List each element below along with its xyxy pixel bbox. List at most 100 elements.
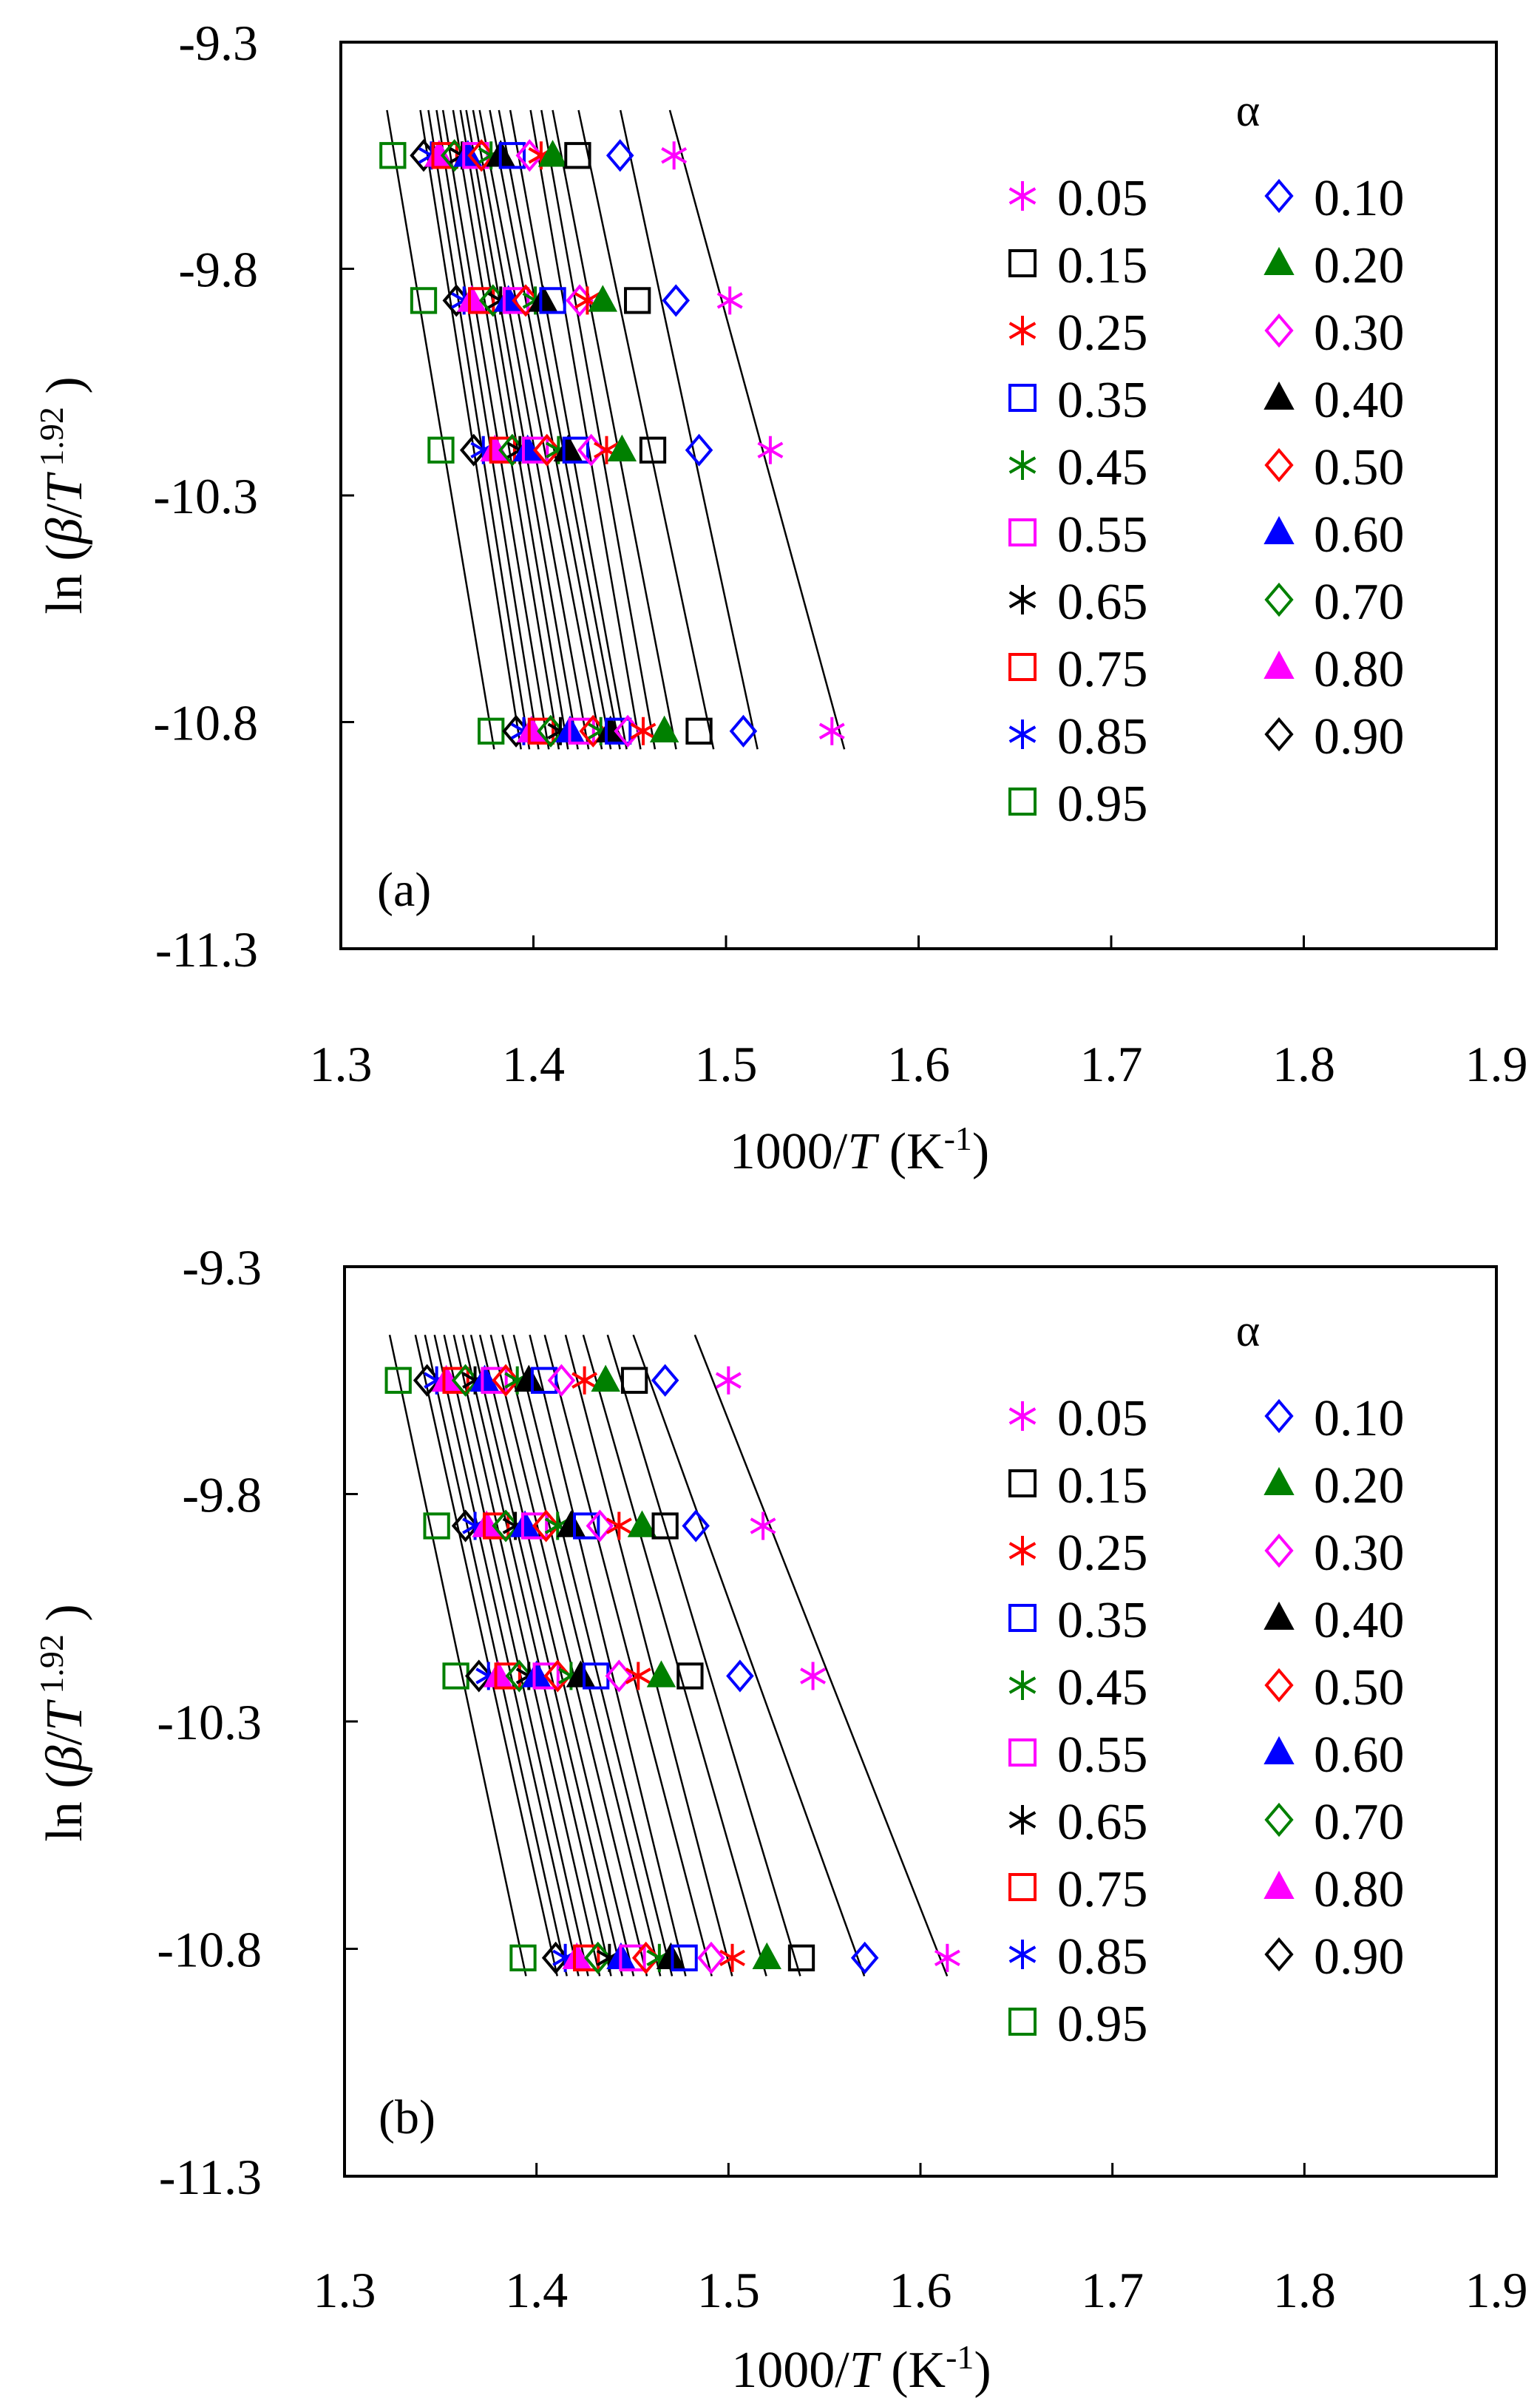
legend-label: 0.55 [1057, 1727, 1148, 1784]
data-point [649, 715, 679, 743]
data-point [512, 284, 540, 317]
legend-marker [1264, 178, 1294, 214]
legend-label: 0.95 [1057, 776, 1148, 833]
legend-marker [1264, 447, 1294, 483]
legend-marker [1263, 515, 1295, 544]
data-point [605, 1659, 634, 1693]
x-tick-label: 1.8 [1272, 1036, 1335, 1092]
data-point [509, 1944, 537, 1971]
fit-line-0.65 [459, 109, 569, 750]
x-tick-label: 1.6 [887, 1036, 950, 1092]
x-tick-label: 1.3 [310, 1036, 373, 1092]
data-point [464, 1659, 493, 1693]
legend-marker [1263, 1735, 1295, 1764]
fit-line-0.55 [472, 109, 590, 750]
legend-label: 0.65 [1057, 574, 1148, 631]
legend-marker [1008, 249, 1037, 277]
fit-line-0.65 [461, 1334, 612, 1977]
data-point [591, 1364, 620, 1392]
legend-label: 0.10 [1314, 1390, 1405, 1447]
data-point [662, 284, 691, 317]
data-point [505, 1659, 534, 1693]
data-point [752, 1942, 781, 1970]
data-point [537, 140, 568, 167]
fit-line-0.75 [441, 109, 550, 750]
y-tick-label: -10.8 [157, 1922, 262, 1978]
x-tick-label: 1.9 [1465, 2262, 1528, 2318]
fit-line-0.80 [433, 1334, 580, 1977]
data-point [651, 1512, 679, 1540]
legend-marker [1264, 313, 1294, 348]
x-tick-label: 1.3 [313, 2262, 376, 2318]
legend-marker [1008, 719, 1037, 749]
legend-label: 0.05 [1057, 1390, 1148, 1447]
data-point [566, 1660, 596, 1687]
fit-line-0.45 [489, 109, 612, 750]
fit-line-0.55 [478, 1334, 635, 1977]
data-point [715, 1366, 742, 1395]
legend-label: 0.80 [1314, 1861, 1405, 1918]
data-point [719, 1943, 745, 1972]
legend-label: 0.75 [1057, 641, 1148, 698]
panel-label: (a) [377, 863, 431, 917]
fit-line-0.90 [414, 1334, 558, 1977]
data-point [606, 1511, 632, 1540]
data-point [492, 1509, 520, 1542]
legend-marker [1008, 518, 1037, 546]
y-axis-title: ln (β/T 1.92 ) [33, 376, 94, 614]
legend-marker [1008, 1536, 1037, 1565]
fit-line-0.25 [540, 109, 657, 750]
fit-line-0.15 [606, 1334, 801, 1977]
fit-line-0.30 [543, 1334, 713, 1977]
data-point [547, 1364, 576, 1397]
fit-line-0.95 [386, 109, 495, 750]
fit-line-0.60 [469, 1334, 623, 1977]
data-point [685, 433, 713, 467]
fit-line-0.05 [693, 1334, 949, 1977]
data-point [619, 1944, 646, 1971]
data-point [639, 436, 667, 464]
data-point [537, 714, 565, 748]
legend-label: 0.30 [1314, 1525, 1405, 1582]
fit-line-0.10 [619, 109, 759, 750]
data-point [498, 142, 526, 169]
fit-line-0.60 [465, 109, 579, 750]
x-axis-title: 1000/T (K-1) [730, 1120, 989, 1181]
y-tick-label: -9.8 [178, 242, 258, 298]
data-point [627, 1510, 657, 1537]
legend-label: 0.60 [1314, 507, 1405, 563]
fit-line-0.45 [501, 1334, 662, 1977]
data-point [685, 717, 713, 745]
legend-label: 0.70 [1314, 1794, 1405, 1851]
data-point [671, 1944, 698, 1971]
data-point [656, 1942, 686, 1970]
data-point [541, 1941, 570, 1974]
data-point [482, 1512, 510, 1540]
legend-label: 0.25 [1057, 305, 1148, 362]
data-point [625, 1662, 651, 1690]
data-point [620, 1367, 648, 1394]
x-tick-label: 1.4 [505, 2262, 568, 2318]
legend-label: 0.45 [1057, 439, 1148, 496]
data-point [583, 1941, 612, 1974]
legend-marker [1008, 2008, 1037, 2036]
legend-marker [1263, 650, 1295, 679]
data-point [750, 1511, 776, 1540]
legend-marker [1008, 1873, 1037, 1901]
data-point [431, 142, 458, 169]
legend-marker [1008, 384, 1037, 412]
data-point [934, 1943, 960, 1972]
fit-line-0.20 [582, 1334, 767, 1977]
data-point [716, 286, 743, 315]
legend-marker [1264, 1802, 1294, 1838]
fit-line-0.85 [427, 109, 531, 750]
data-point [451, 1364, 480, 1397]
legend-label: 0.40 [1314, 372, 1405, 429]
legend-marker [1264, 582, 1294, 617]
data-point [379, 142, 407, 169]
legend-label: 0.05 [1057, 170, 1148, 227]
fit-line-0.20 [552, 109, 677, 750]
panel-label: (b) [379, 2090, 435, 2144]
legend: α 0.05 0.10 0.15 0.20 0.25 0.30 0.35 0.40 0.45 0.5… [1008, 86, 1405, 833]
legend-title: α [1236, 86, 1260, 136]
